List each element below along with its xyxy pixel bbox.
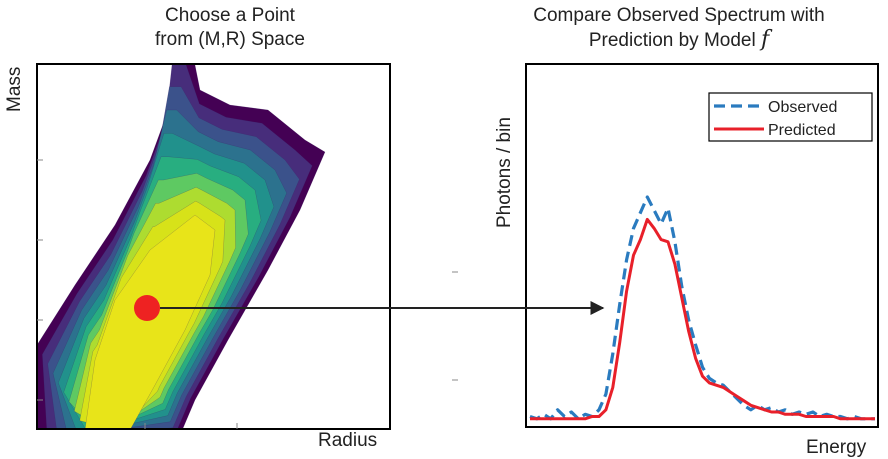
- contour-plot: [37, 64, 326, 429]
- left-title-line1: Choose a Point: [165, 5, 295, 26]
- right-title-text: Prediction by Model: [588, 30, 761, 51]
- right-title-line2: Prediction by Model f: [470, 28, 888, 53]
- legend-observed-label: Observed: [768, 99, 837, 116]
- legend-predicted-label: Predicted: [768, 122, 836, 139]
- selected-point[interactable]: [134, 295, 160, 321]
- legend-box: [708, 92, 873, 142]
- model-symbol: f: [761, 27, 770, 52]
- observed-spectrum-line: [529, 195, 875, 421]
- left-axis-ticks: [37, 159, 238, 429]
- right-panel-title: Compare Observed Spectrum with Predictio…: [470, 4, 888, 53]
- left-plot-frame: [36, 63, 391, 430]
- legend: Observed Predicted: [708, 92, 873, 142]
- right-x-axis-label: Energy: [806, 437, 867, 458]
- contour-band: [84, 214, 216, 429]
- right-title-line1: Compare Observed Spectrum with: [533, 5, 825, 26]
- right-axis-ticks: [452, 271, 458, 381]
- left-panel-title: Choose a Point from (M,R) Space: [60, 4, 400, 52]
- predicted-spectrum-line: [530, 217, 875, 421]
- left-title-line2: from (M,R) Space: [155, 29, 305, 50]
- left-x-axis-label: Radius: [318, 430, 378, 451]
